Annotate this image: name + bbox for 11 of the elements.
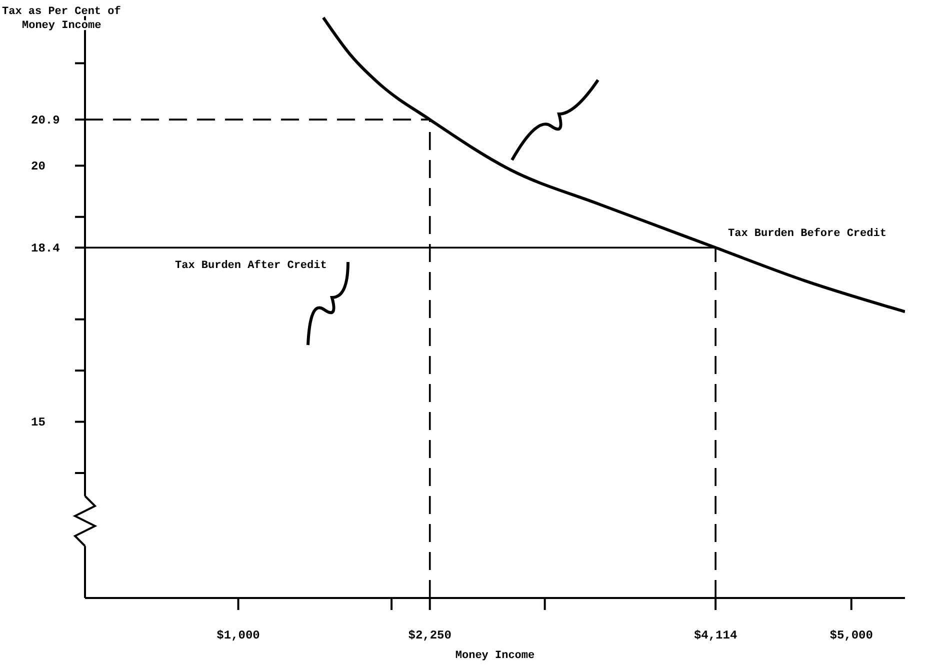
x-tick-label: $1,000 [216,628,260,643]
x-tick-label: $5,000 [830,628,873,643]
series-label: Tax Burden Before Credit [728,227,886,240]
y-tick-label: 20 [31,160,46,174]
x-tick-label: $4,114 [694,628,738,643]
x-tick-label: $2,250 [408,628,452,643]
y-tick-label: 15 [31,416,46,430]
series-label: Tax Burden After Credit [175,259,327,272]
x-axis-title: Money Income [455,650,535,662]
y-tick-label: 20.9 [31,113,60,128]
y-tick-label: 18.4 [31,241,60,256]
